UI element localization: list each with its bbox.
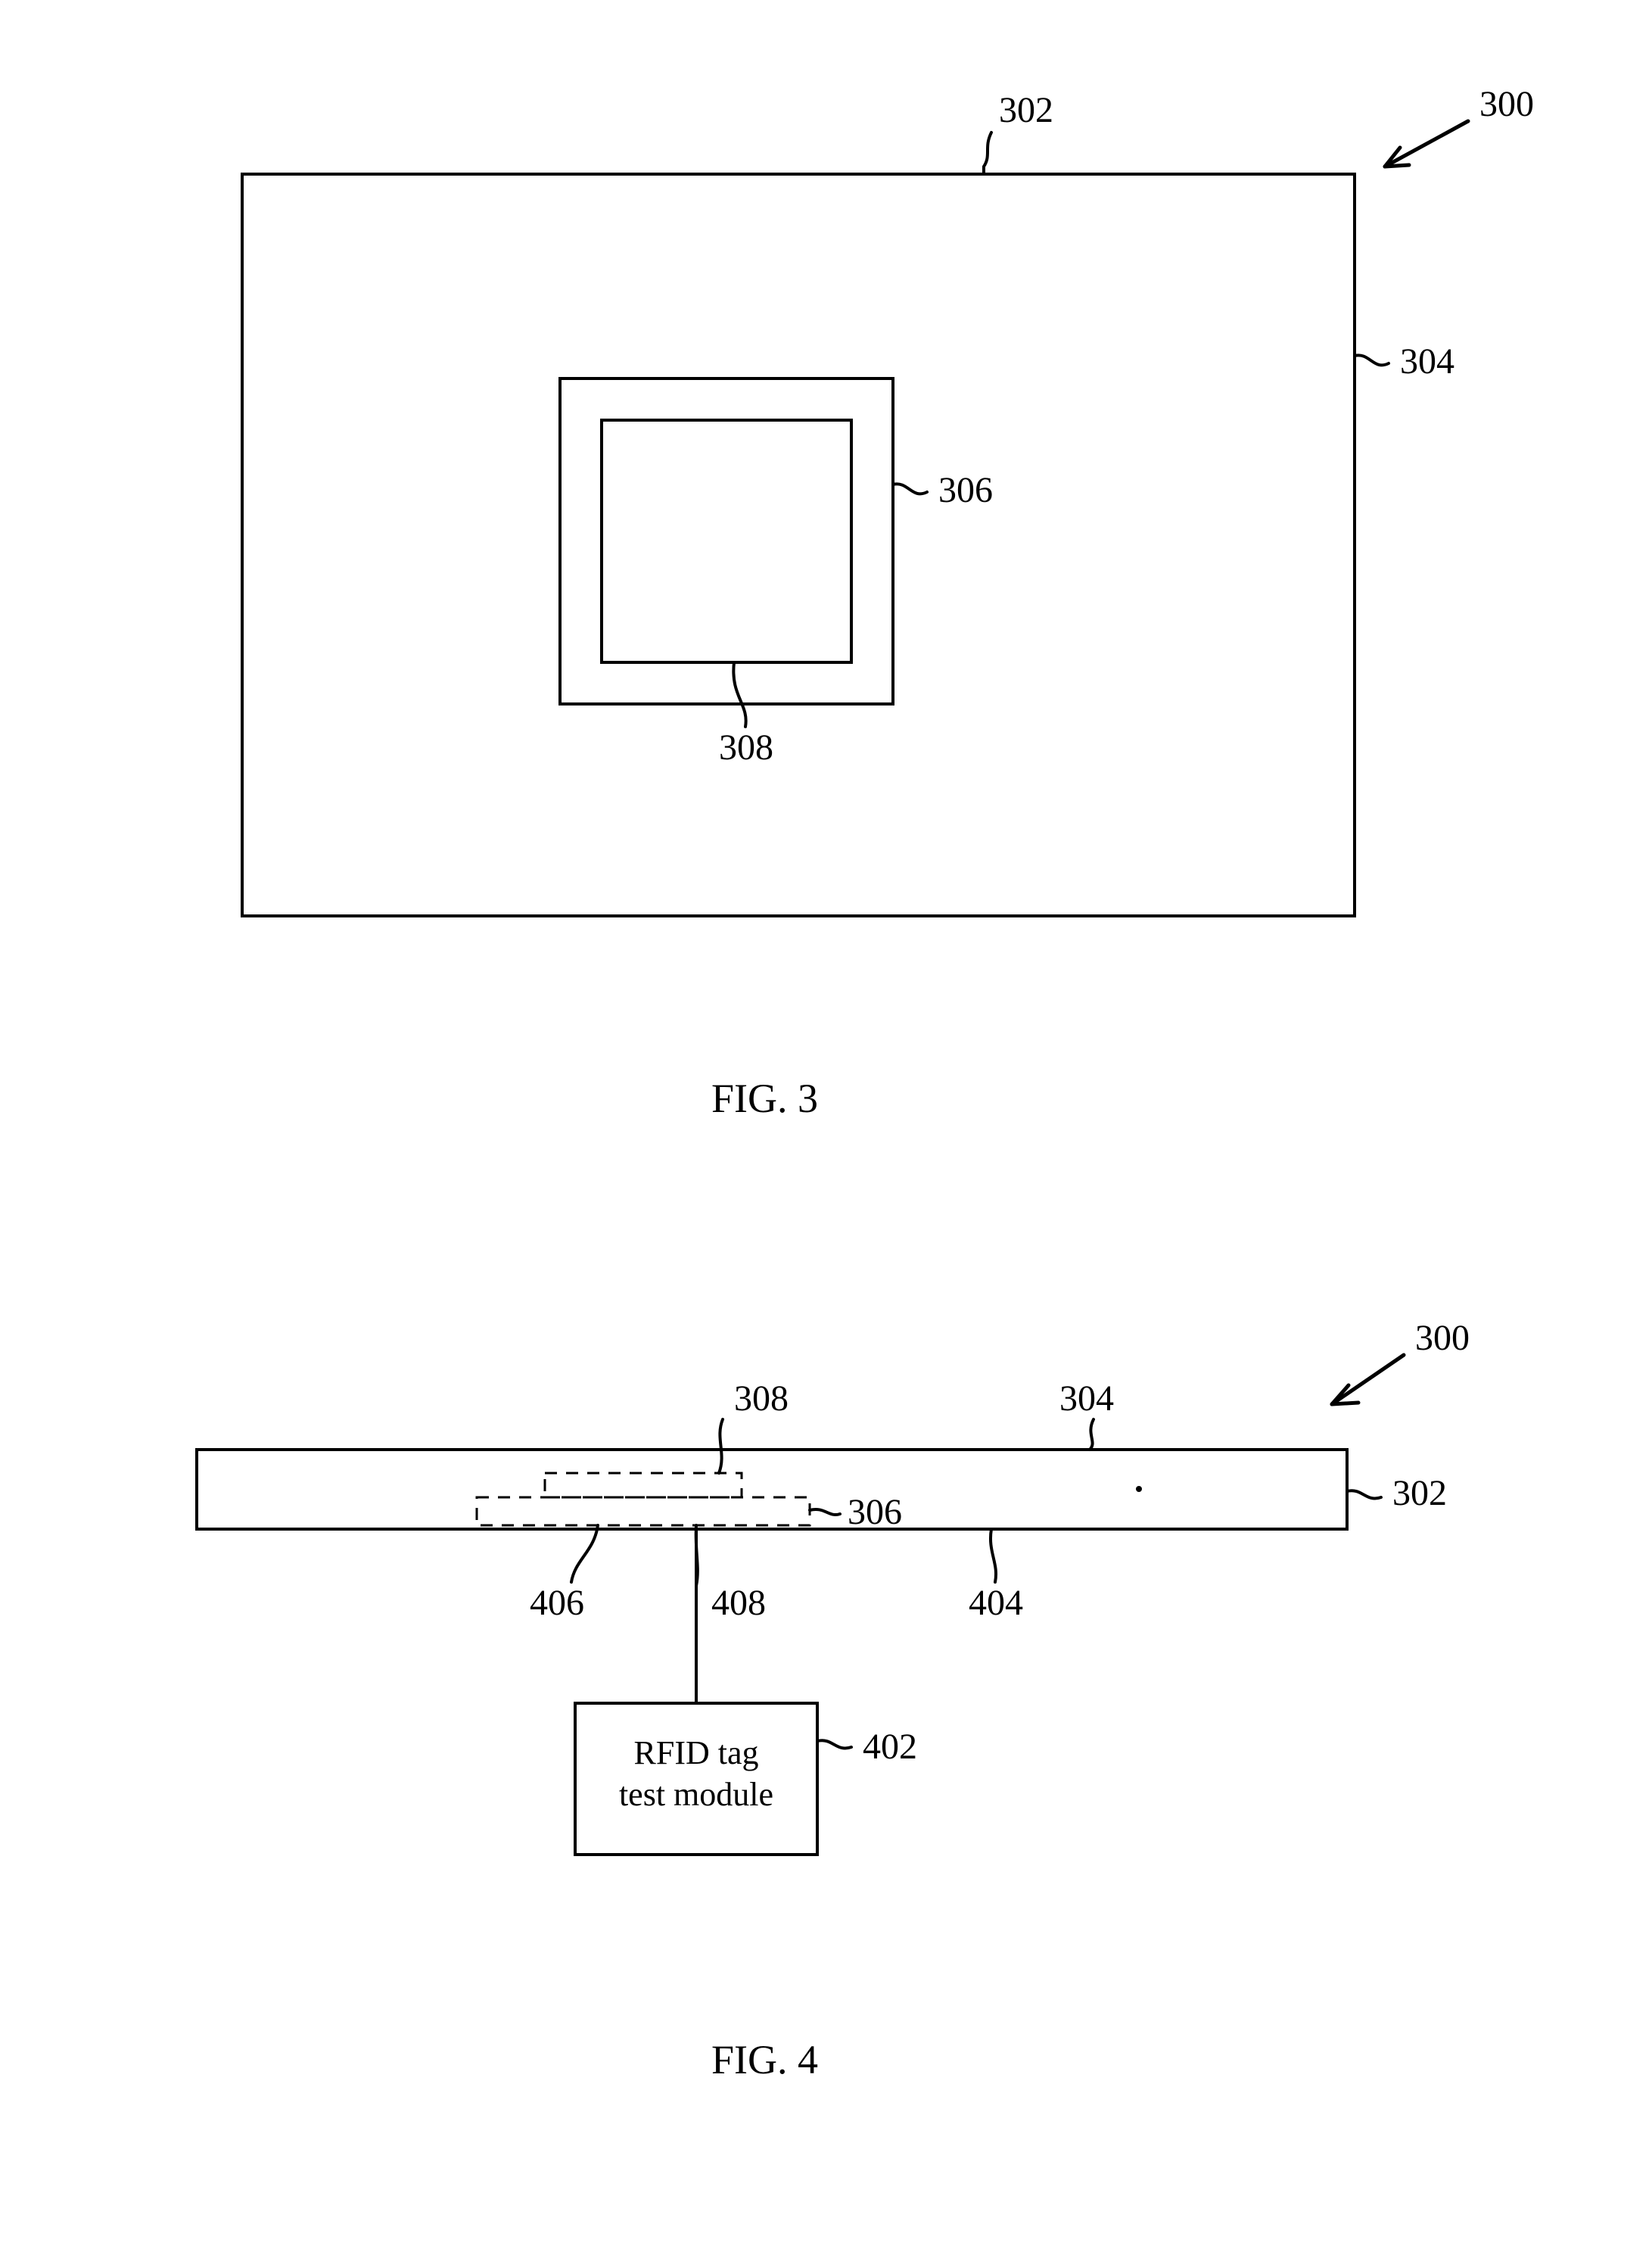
label-406-fig4: 406 bbox=[530, 1582, 584, 1624]
label-308-fig3: 308 bbox=[719, 727, 773, 768]
module-text-line2: test module bbox=[575, 1775, 817, 1814]
label-402-fig4: 402 bbox=[863, 1726, 917, 1768]
caption-fig3: FIG. 3 bbox=[711, 1075, 818, 1122]
label-408-fig4: 408 bbox=[711, 1582, 766, 1624]
label-404-fig4: 404 bbox=[969, 1582, 1023, 1624]
diagram-svg bbox=[0, 0, 1652, 2252]
label-300-fig4: 300 bbox=[1415, 1317, 1470, 1359]
page-root: 302 300 304 306 308 FIG. 3 300 308 304 3… bbox=[0, 0, 1652, 2252]
label-304-fig3: 304 bbox=[1400, 341, 1454, 382]
label-302-fig4: 302 bbox=[1392, 1472, 1447, 1514]
label-308-fig4: 308 bbox=[734, 1378, 789, 1419]
module-text-line1: RFID tag bbox=[575, 1733, 817, 1772]
label-302-fig3: 302 bbox=[999, 89, 1053, 131]
label-306-fig4: 306 bbox=[848, 1491, 902, 1533]
label-306-fig3: 306 bbox=[938, 469, 993, 511]
label-300-fig3: 300 bbox=[1479, 83, 1534, 125]
label-304-fig4: 304 bbox=[1059, 1378, 1114, 1419]
caption-fig4: FIG. 4 bbox=[711, 2036, 818, 2083]
